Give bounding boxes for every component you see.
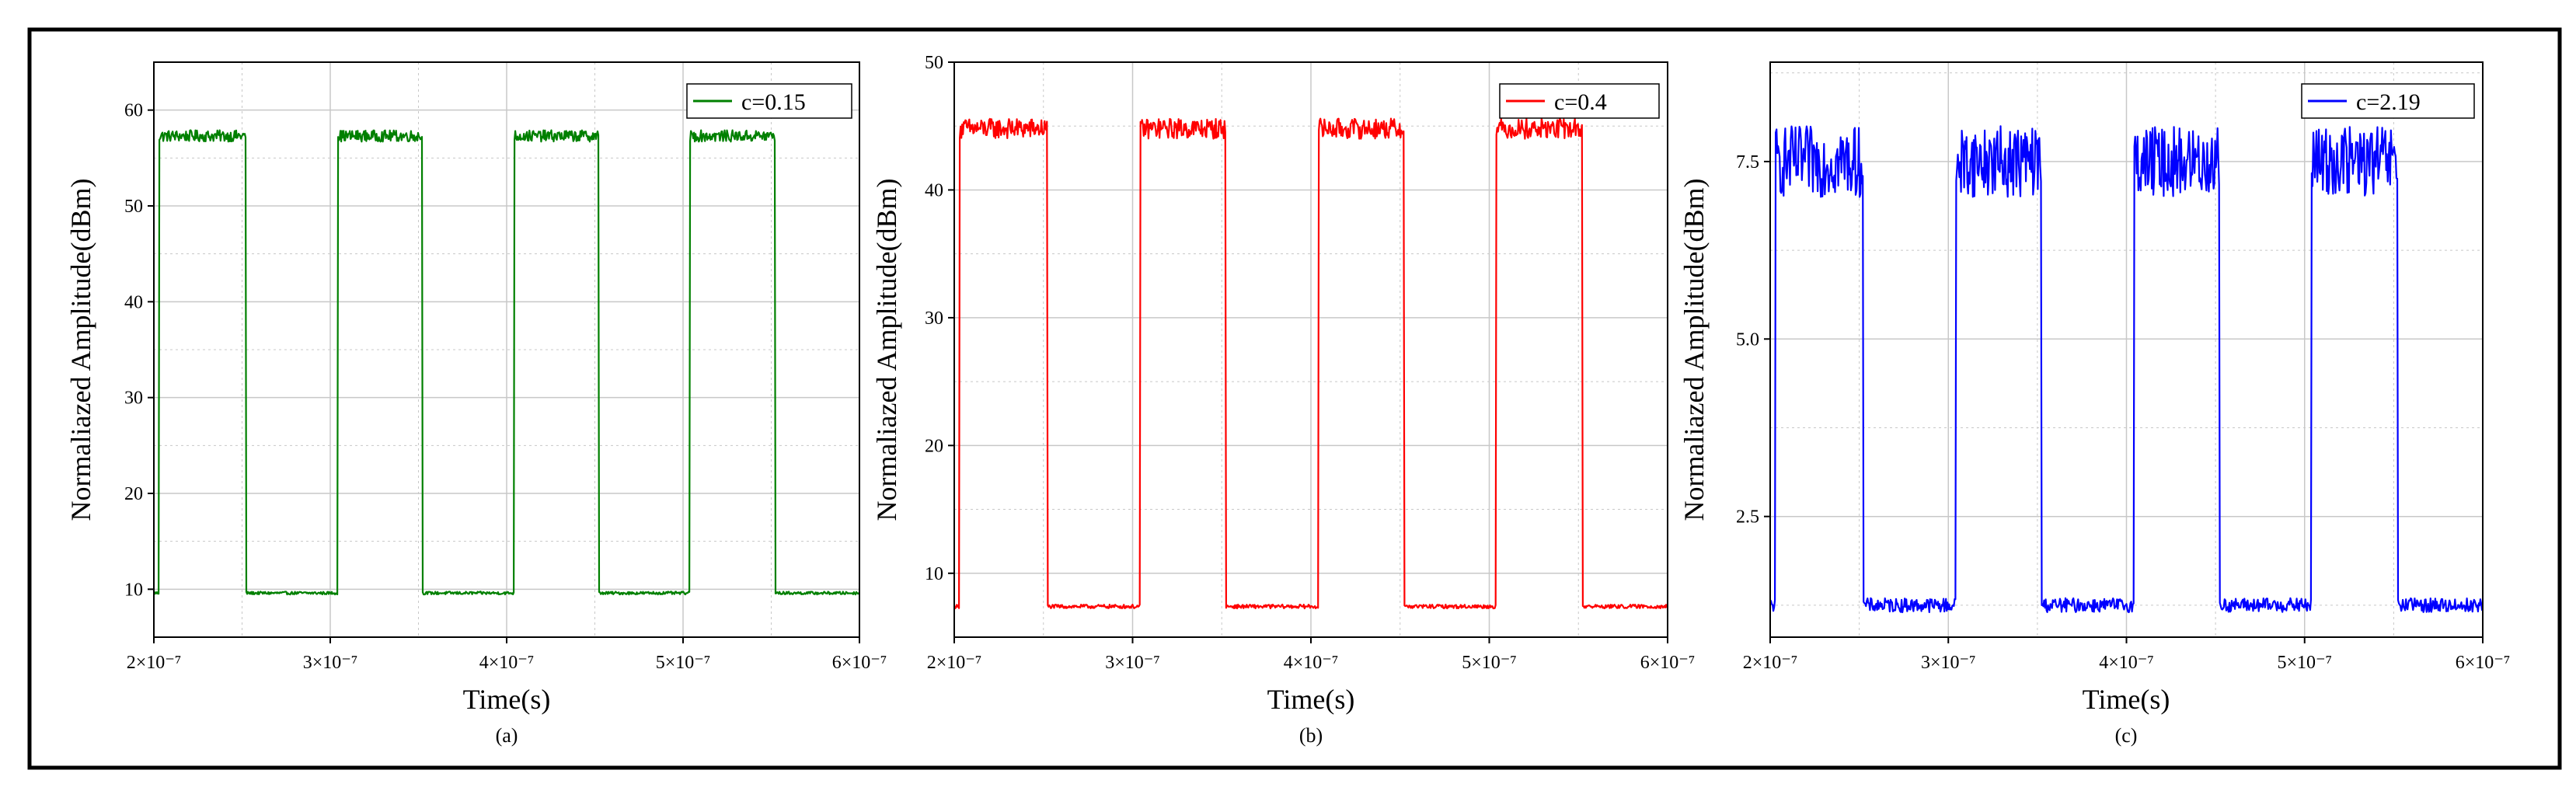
x-tick-label: 6×10⁻⁷ (2456, 653, 2511, 673)
x-axis-label: Time(s) (463, 684, 551, 715)
x-ticks: 2×10⁻⁷ 3×10⁻⁷ 4×10⁻⁷ 5×10⁻⁷ 6×10⁻⁷ (927, 637, 1696, 673)
x-tick-label: 4×10⁻⁷ (479, 653, 535, 673)
series (953, 117, 1668, 610)
y-tick-label: 5.0 (1736, 329, 1759, 350)
x-axis-label: Time(s) (1267, 684, 1355, 715)
y-tick-label: 30 (124, 389, 143, 409)
x-tick-label: 6×10⁻⁷ (1640, 653, 1696, 673)
x-tick-label: 2×10⁻⁷ (127, 653, 182, 673)
x-axis-label: Time(s) (2083, 684, 2170, 715)
x-tick-label: 4×10⁻⁷ (1284, 653, 1339, 673)
y-tick-label: 20 (124, 484, 143, 504)
legend: c=0.15 (686, 83, 852, 119)
series-line (153, 129, 860, 596)
legend-label: c=2.19 (2356, 89, 2421, 115)
chart-panel-b: 2×10⁻⁷ 3×10⁻⁷ 4×10⁻⁷ 5×10⁻⁷ 6×10⁻⁷ 10 20 30 40 5… (871, 53, 1695, 747)
x-tick-label: 5×10⁻⁷ (1462, 653, 1517, 673)
x-tick-label: 3×10⁻⁷ (1921, 653, 1976, 673)
y-axis-label: Normaliazed Amplitude(dBm) (65, 179, 96, 521)
y-tick-label: 10 (124, 580, 143, 600)
legend-label: c=0.15 (741, 89, 806, 115)
legend-box (1499, 83, 1660, 119)
x-tick-label: 2×10⁻⁷ (927, 653, 982, 673)
x-tick-label: 4×10⁻⁷ (2099, 653, 2154, 673)
x-tick-label: 5×10⁻⁷ (2277, 653, 2332, 673)
y-tick-label: 2.5 (1736, 507, 1759, 528)
panel-caption: (c) (2115, 724, 2138, 747)
y-tick-label: 30 (925, 308, 943, 329)
chart-panel-c: 2×10⁻⁷ 3×10⁻⁷ 4×10⁻⁷ 5×10⁻⁷ 6×10⁻⁷ 2.5 5.0 7.5… (1678, 61, 2511, 747)
legend: c=2.19 (2301, 83, 2475, 119)
y-tick-label: 60 (124, 101, 143, 121)
chart-panel-a: 2×10⁻⁷ 3×10⁻⁷ 4×10⁻⁷ 5×10⁻⁷ 6×10⁻⁷ 10 20 30 40 5… (65, 61, 887, 747)
x-tick-label: 6×10⁻⁷ (832, 653, 887, 673)
x-ticks: 2×10⁻⁷ 3×10⁻⁷ 4×10⁻⁷ 5×10⁻⁷ 6×10⁻⁷ (1743, 637, 2511, 673)
grid (154, 61, 859, 637)
y-tick-label: 20 (925, 436, 943, 456)
y-tick-label: 50 (124, 197, 143, 217)
series-line (953, 117, 1668, 610)
y-axis-label: Normaliazed Amplitude(dBm) (1678, 179, 1710, 521)
y-ticks: 2.5 5.0 7.5 (1736, 152, 1770, 528)
panel-caption: (a) (496, 724, 518, 747)
series (153, 129, 860, 596)
figure-frame (27, 27, 2562, 770)
y-axis-label: Normaliazed Amplitude(dBm) (871, 179, 902, 521)
y-tick-label: 10 (925, 564, 943, 584)
series (1769, 125, 2484, 614)
y-ticks: 10 20 30 40 50 (925, 53, 954, 584)
y-tick-label: 40 (124, 292, 143, 312)
x-ticks: 2×10⁻⁷ 3×10⁻⁷ 4×10⁻⁷ 5×10⁻⁷ 6×10⁻⁷ (127, 637, 887, 673)
y-tick-label: 7.5 (1736, 152, 1759, 172)
series-line (1769, 125, 2484, 614)
y-tick-label: 40 (925, 180, 943, 200)
x-tick-label: 3×10⁻⁷ (1105, 653, 1160, 673)
y-ticks: 10 20 30 40 50 60 (124, 101, 154, 600)
y-tick-label: 50 (925, 53, 943, 73)
x-tick-label: 3×10⁻⁷ (303, 653, 358, 673)
panel-caption: (b) (1299, 724, 1323, 747)
x-tick-label: 2×10⁻⁷ (1743, 653, 1798, 673)
legend: c=0.4 (1499, 83, 1660, 119)
legend-label: c=0.4 (1554, 89, 1607, 115)
x-tick-label: 5×10⁻⁷ (656, 653, 711, 673)
